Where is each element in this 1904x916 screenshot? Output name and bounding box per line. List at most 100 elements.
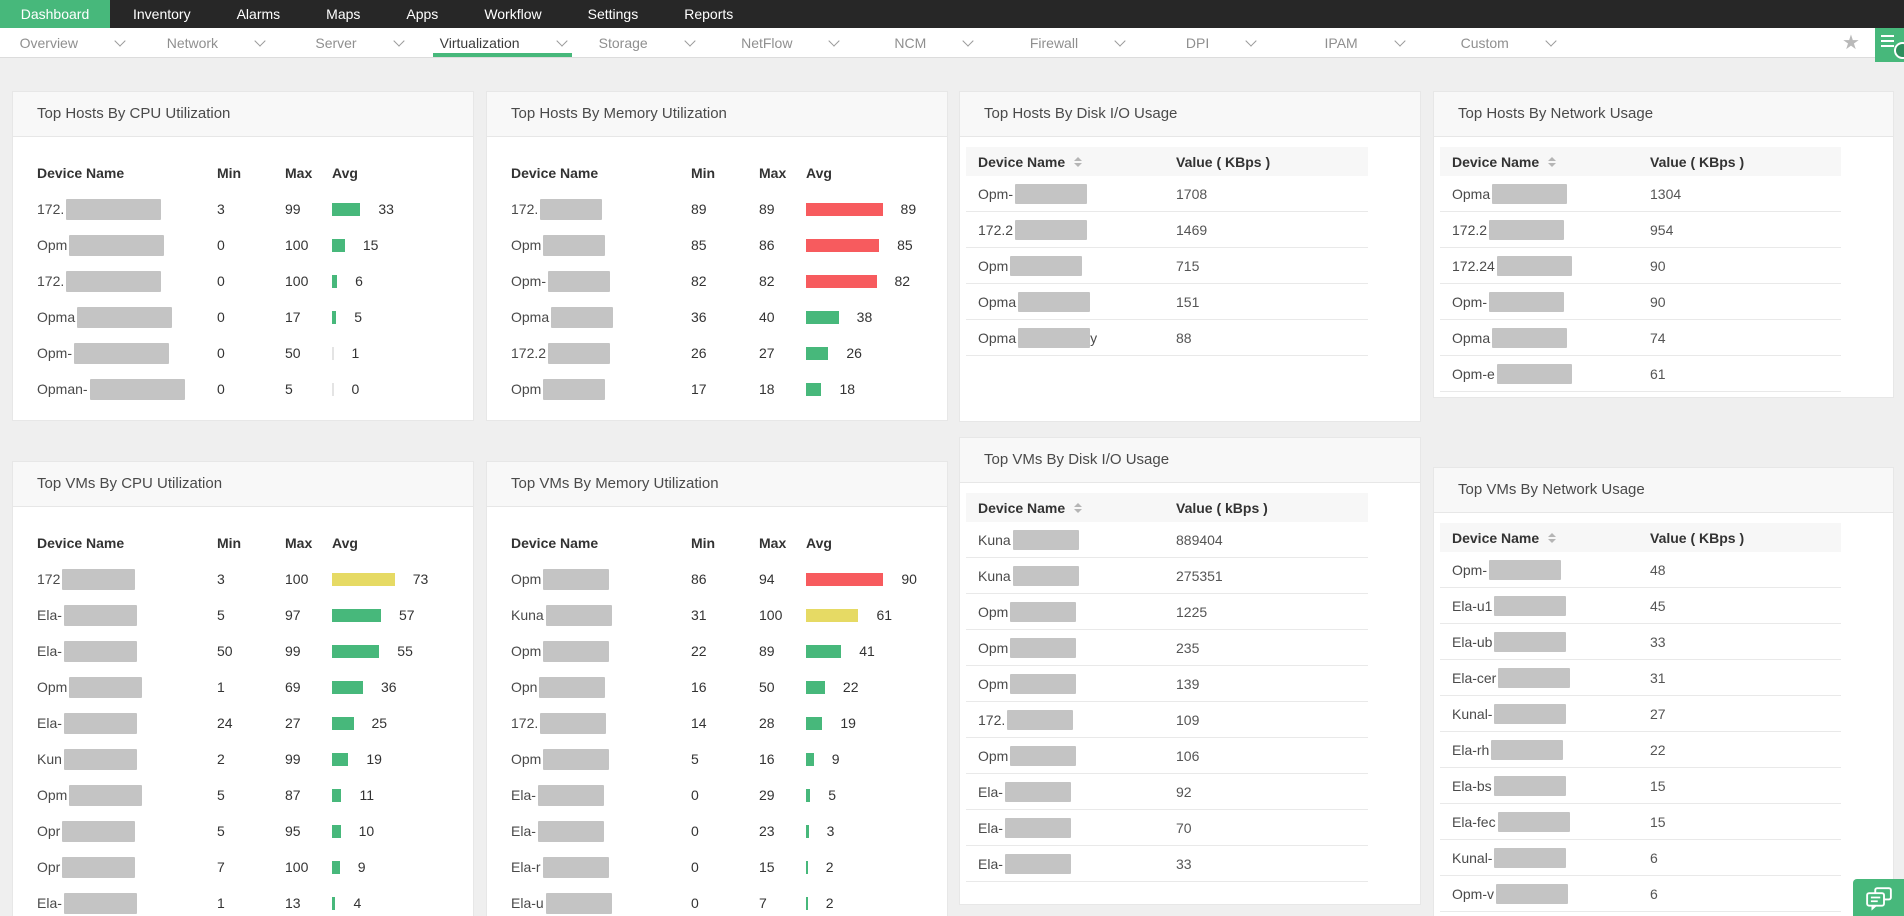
device-name-link[interactable]: Opman- [37, 378, 217, 400]
device-name-link[interactable]: Opm- [37, 342, 217, 364]
device-name-link[interactable]: Opr [37, 820, 217, 842]
chevron-down-icon[interactable] [114, 35, 126, 47]
subnav-tab-storage[interactable]: Storage [574, 28, 718, 57]
device-name-link[interactable]: 172.2 [511, 342, 691, 364]
device-name-link[interactable]: Ela-bs [1452, 775, 1566, 796]
device-name-link[interactable]: Opm [511, 748, 691, 770]
device-name-link[interactable]: Kunal- [1452, 847, 1567, 868]
device-name-link[interactable]: 172. [511, 198, 691, 220]
nav-item-dashboard[interactable]: Dashboard [0, 0, 110, 28]
device-name-link[interactable]: Ela-r [511, 856, 691, 878]
device-name-link[interactable]: Opma [1452, 327, 1568, 348]
device-name-link[interactable]: Ela-u1 [1452, 595, 1567, 616]
device-name-link[interactable]: Ela- [37, 604, 217, 626]
device-name-link[interactable]: Opm [37, 784, 217, 806]
device-name-link[interactable]: Opm [37, 676, 217, 698]
subnav-tab-netflow[interactable]: NetFlow [718, 28, 862, 57]
device-name-link[interactable]: Ela- [511, 820, 691, 842]
nav-item-reports[interactable]: Reports [684, 6, 734, 22]
device-name-link[interactable]: Opm [511, 378, 691, 400]
chevron-down-icon[interactable] [1114, 35, 1126, 47]
nav-item-alarms[interactable]: Alarms [236, 6, 281, 22]
chevron-down-icon[interactable] [254, 35, 266, 47]
device-name-link[interactable]: Opn [511, 676, 691, 698]
device-name-link[interactable]: 172 [37, 568, 217, 590]
nav-item-settings[interactable]: Settings [587, 6, 639, 22]
feedback-chat-button[interactable] [1853, 879, 1904, 916]
subnav-tab-dpi[interactable]: DPI [1149, 28, 1293, 57]
device-name-link[interactable]: Opm [37, 234, 217, 256]
device-name-link[interactable]: Opm-v [1452, 883, 1568, 904]
device-name-link[interactable]: Opm [978, 673, 1077, 694]
device-name-link[interactable]: Ela- [37, 640, 217, 662]
chevron-down-icon[interactable] [828, 35, 841, 47]
favorite-star-icon[interactable]: ★ [1842, 32, 1860, 54]
subnav-tab-virtualization[interactable]: Virtualization [431, 28, 575, 57]
device-name-link[interactable]: Ela- [978, 817, 1071, 838]
device-name-link[interactable]: Ela-fec [1452, 811, 1570, 832]
device-name-link[interactable]: Kuna [511, 604, 691, 626]
device-name-link[interactable]: Ela- [37, 892, 217, 914]
chevron-down-icon[interactable] [962, 35, 974, 47]
device-name-link[interactable]: 172.24 [1452, 255, 1572, 276]
chevron-down-icon[interactable] [1394, 35, 1406, 47]
subnav-tab-overview[interactable]: Overview [0, 28, 144, 57]
device-name-link[interactable]: Kunal- [1452, 703, 1567, 724]
chevron-down-icon[interactable] [684, 35, 696, 47]
device-name-link[interactable]: Opm- [1452, 559, 1561, 580]
device-name-link[interactable]: Ela-rh [1452, 739, 1564, 760]
sort-icon[interactable] [1074, 156, 1083, 167]
device-name-link[interactable]: Opma [37, 306, 217, 328]
device-name-link[interactable]: Kuna [978, 565, 1079, 586]
device-name-link[interactable]: Opm [978, 255, 1083, 276]
nav-item-apps[interactable]: Apps [406, 6, 439, 22]
device-name-link[interactable]: Opm [511, 234, 691, 256]
chevron-down-icon[interactable] [392, 35, 405, 47]
device-name-link[interactable]: Opm- [978, 183, 1087, 204]
sort-icon[interactable] [1548, 156, 1557, 167]
sort-icon[interactable] [1074, 502, 1083, 513]
device-name-link[interactable]: Opm [978, 745, 1077, 766]
nav-item-inventory[interactable]: Inventory [133, 6, 191, 22]
device-name-link[interactable]: Ela-ub [1452, 631, 1567, 652]
device-name-link[interactable]: 172. [511, 712, 691, 734]
chevron-down-icon[interactable] [1245, 35, 1257, 47]
nav-item-workflow[interactable]: Workflow [484, 6, 542, 22]
chevron-down-icon[interactable] [555, 35, 568, 47]
chevron-down-icon[interactable] [1545, 35, 1557, 47]
device-name-link[interactable]: Opma y [978, 327, 1097, 348]
device-name-link[interactable]: Opm- [1452, 291, 1564, 312]
dashboard-menu-button[interactable] [1875, 28, 1904, 62]
device-name-link[interactable]: Opm [978, 637, 1077, 658]
subnav-tab-network[interactable]: Network [144, 28, 288, 57]
device-name-link[interactable]: Ela- [978, 781, 1071, 802]
sort-icon[interactable] [1548, 532, 1557, 543]
device-name-link[interactable]: Opm-e [1452, 363, 1572, 384]
device-name-link[interactable]: Ela- [37, 712, 217, 734]
subnav-tab-firewall[interactable]: Firewall [1005, 28, 1149, 57]
device-name-link[interactable]: 172. [978, 709, 1074, 730]
subnav-tab-ipam[interactable]: IPAM [1292, 28, 1436, 57]
device-name-link[interactable]: Ela-u [511, 892, 691, 914]
device-name-link[interactable]: Opm [511, 568, 691, 590]
subnav-tab-server[interactable]: Server [287, 28, 431, 57]
subnav-tab-custom[interactable]: Custom [1436, 28, 1580, 57]
device-name-link[interactable]: Opr [37, 856, 217, 878]
nav-item-maps[interactable]: Maps [326, 6, 361, 22]
device-name-link[interactable]: 172.2 [978, 219, 1088, 240]
device-name-link[interactable]: 172. [37, 270, 217, 292]
device-name-link[interactable]: Opm [978, 601, 1077, 622]
device-name-link[interactable]: Ela- [978, 853, 1071, 874]
device-name-link[interactable]: Ela- [511, 784, 691, 806]
device-name-link[interactable]: 172.2 [1452, 219, 1565, 240]
subnav-tab-ncm[interactable]: NCM [862, 28, 1006, 57]
device-name-link[interactable]: Opma [511, 306, 691, 328]
device-name-link[interactable]: Opm- [511, 270, 691, 292]
device-name-link[interactable]: Opma [1452, 183, 1568, 204]
device-name-link[interactable]: Ela-cer [1452, 667, 1571, 688]
device-name-link[interactable]: Kun [37, 748, 217, 770]
device-name-link[interactable]: 172. [37, 198, 217, 220]
device-name-link[interactable]: Opma [978, 291, 1091, 312]
device-name-link[interactable]: Opm [511, 640, 691, 662]
device-name-link[interactable]: Kuna [978, 529, 1079, 550]
